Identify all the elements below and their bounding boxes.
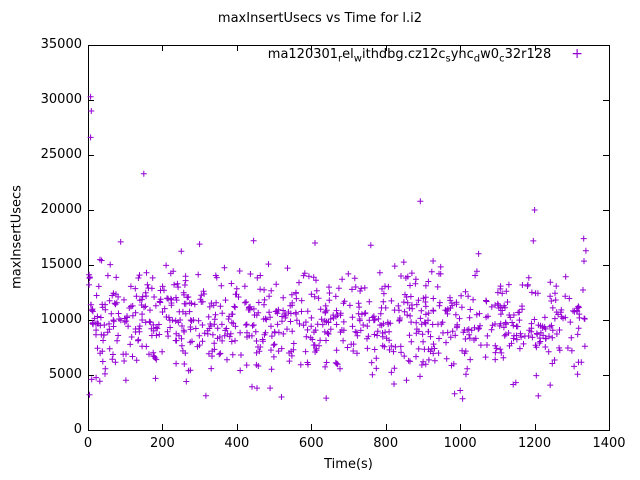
y-tick-label: 10000 — [40, 312, 82, 327]
legend: ma120301relwithdbg.cz12csyncdw0c32r128 + — [268, 47, 583, 67]
y-tick-label: 30000 — [40, 92, 82, 107]
chart-title: maxInsertUsecs vs Time for l.i2 — [217, 11, 423, 26]
x-tick-label: 200 — [150, 436, 175, 451]
x-tick-label: 1200 — [518, 436, 552, 451]
plus-marker-icon: + — [571, 46, 583, 62]
y-tick-label: 20000 — [40, 202, 82, 217]
y-axis-label: maxInsertUsecs — [9, 185, 25, 289]
y-tick-label: 35000 — [40, 37, 82, 52]
x-tick-label: 1400 — [592, 436, 626, 451]
x-tick-label: 1000 — [443, 436, 477, 451]
legend-series-label: ma120301relwithdbg.cz12csyncdw0c32r128 — [267, 47, 552, 65]
x-axis-label: Time(s) — [324, 457, 373, 472]
y-tick-label: 0 — [73, 422, 82, 437]
y-tick-label: 15000 — [40, 257, 82, 272]
y-tick-label: 5000 — [48, 367, 82, 382]
x-tick-label: 0 — [83, 436, 93, 451]
x-tick-label: 400 — [224, 436, 250, 451]
x-tick-label: 600 — [298, 436, 324, 451]
x-tick-label: 800 — [373, 436, 399, 451]
y-tick-label: 25000 — [40, 147, 82, 162]
